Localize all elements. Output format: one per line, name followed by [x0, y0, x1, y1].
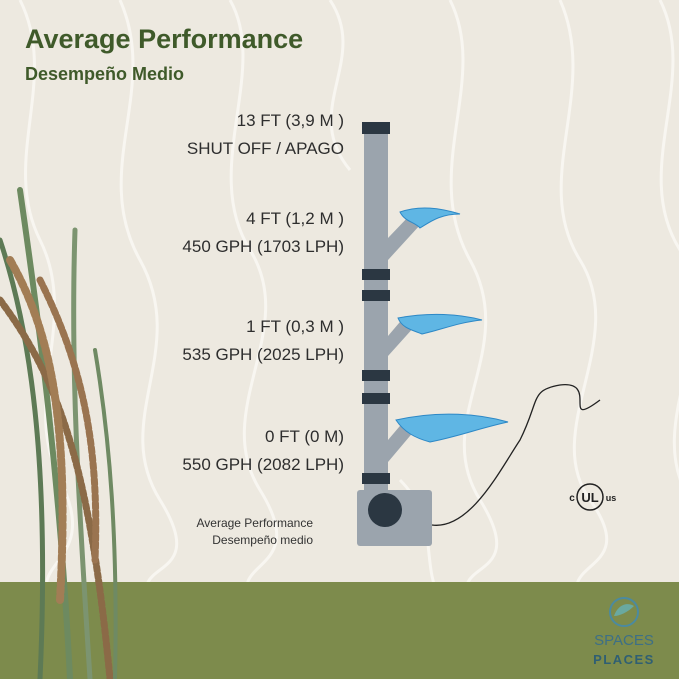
logo-top: SPACES: [594, 632, 654, 649]
level-flow: SHUT OFF / APAGO: [187, 139, 344, 158]
ul-right: us: [606, 493, 617, 503]
ul-mark: c UL us: [569, 483, 617, 511]
caption: Desempeño medio: [212, 533, 313, 547]
title: Average Performance: [25, 24, 303, 54]
level-height: 1 FT (0,3 M ): [246, 317, 344, 336]
logo: SPACES PLACES: [593, 597, 655, 667]
ground-band: [0, 582, 679, 679]
logo-bottom: PLACES: [593, 652, 655, 667]
ul-left: c: [569, 493, 575, 504]
level-height: 4 FT (1,2 M ): [246, 209, 344, 228]
power-cord: [431, 384, 601, 526]
pump-diagram: [357, 122, 509, 546]
subtitle: Desempeño Medio: [25, 64, 184, 84]
level-height: 13 FT (3,9 M ): [237, 111, 344, 130]
level-height: 0 FT (0 M): [265, 427, 344, 446]
level-flow: 550 GPH (2082 LPH): [182, 455, 344, 474]
level-flow: 535 GPH (2025 LPH): [182, 345, 344, 364]
level-flow: 450 GPH (1703 LPH): [182, 237, 344, 256]
grass: [0, 187, 118, 679]
ul-mark-text: UL: [581, 490, 598, 505]
caption: Average Performance: [196, 516, 313, 530]
